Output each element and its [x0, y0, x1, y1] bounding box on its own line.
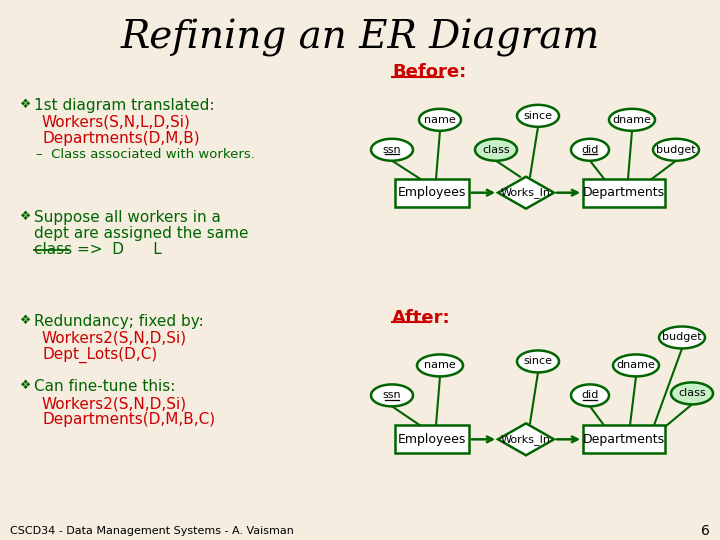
Text: did: did [581, 390, 599, 400]
Polygon shape [498, 423, 554, 455]
Text: Suppose all workers in a: Suppose all workers in a [34, 210, 221, 225]
Text: Workers2(S,N,D,Si): Workers2(S,N,D,Si) [42, 396, 187, 411]
FancyBboxPatch shape [583, 426, 665, 453]
Text: ssn: ssn [383, 390, 401, 400]
Polygon shape [498, 177, 554, 208]
FancyBboxPatch shape [395, 179, 469, 207]
Text: budget: budget [656, 145, 696, 155]
Ellipse shape [517, 350, 559, 373]
Text: CSCD34 - Data Management Systems - A. Vaisman: CSCD34 - Data Management Systems - A. Va… [10, 526, 294, 536]
Text: ❖: ❖ [20, 210, 31, 222]
Text: did: did [581, 145, 599, 155]
Text: 6: 6 [701, 524, 710, 538]
Text: Before:: Before: [392, 63, 467, 81]
Text: Redundancy; fixed by:: Redundancy; fixed by: [34, 314, 204, 328]
Text: Departments: Departments [583, 186, 665, 199]
Text: budget: budget [662, 333, 702, 342]
FancyBboxPatch shape [395, 426, 469, 453]
Text: since: since [523, 356, 552, 367]
Text: Departments(D,M,B,C): Departments(D,M,B,C) [42, 413, 215, 427]
Text: class: class [678, 388, 706, 399]
Text: ❖: ❖ [20, 314, 31, 327]
Ellipse shape [571, 384, 609, 407]
Text: ssn: ssn [383, 145, 401, 155]
Ellipse shape [613, 354, 659, 376]
Text: class: class [482, 145, 510, 155]
Text: 1st diagram translated:: 1st diagram translated: [34, 98, 215, 113]
Text: dname: dname [616, 360, 655, 370]
Text: Employees: Employees [398, 186, 466, 199]
Text: dept are assigned the same: dept are assigned the same [34, 226, 248, 241]
Ellipse shape [653, 139, 699, 161]
Ellipse shape [517, 105, 559, 127]
Text: Departments: Departments [583, 433, 665, 446]
FancyBboxPatch shape [583, 179, 665, 207]
Ellipse shape [475, 139, 517, 161]
Ellipse shape [417, 354, 463, 376]
Text: Can fine-tune this:: Can fine-tune this: [34, 380, 176, 394]
Ellipse shape [371, 139, 413, 161]
Ellipse shape [371, 384, 413, 407]
Text: dname: dname [613, 115, 652, 125]
Ellipse shape [659, 327, 705, 348]
Ellipse shape [609, 109, 655, 131]
Text: since: since [523, 111, 552, 121]
Ellipse shape [571, 139, 609, 161]
Text: Works_In: Works_In [501, 187, 551, 198]
Text: ❖: ❖ [20, 380, 31, 393]
Text: name: name [424, 360, 456, 370]
Text: Departments(D,M,B): Departments(D,M,B) [42, 131, 199, 146]
Text: name: name [424, 115, 456, 125]
Text: Works_In: Works_In [501, 434, 551, 445]
Text: Workers2(S,N,D,Si): Workers2(S,N,D,Si) [42, 330, 187, 346]
Text: Refining an ER Diagram: Refining an ER Diagram [120, 19, 600, 57]
Text: Dept_Lots(D,C): Dept_Lots(D,C) [42, 347, 157, 363]
Text: Workers(S,N,L,D,Si): Workers(S,N,L,D,Si) [42, 115, 191, 130]
Ellipse shape [671, 382, 713, 404]
Text: class =>  D      L: class => D L [34, 241, 162, 256]
Text: After:: After: [392, 308, 451, 327]
Text: ❖: ❖ [20, 98, 31, 111]
Text: –  Class associated with workers.: – Class associated with workers. [36, 148, 255, 161]
Text: Employees: Employees [398, 433, 466, 446]
Ellipse shape [419, 109, 461, 131]
